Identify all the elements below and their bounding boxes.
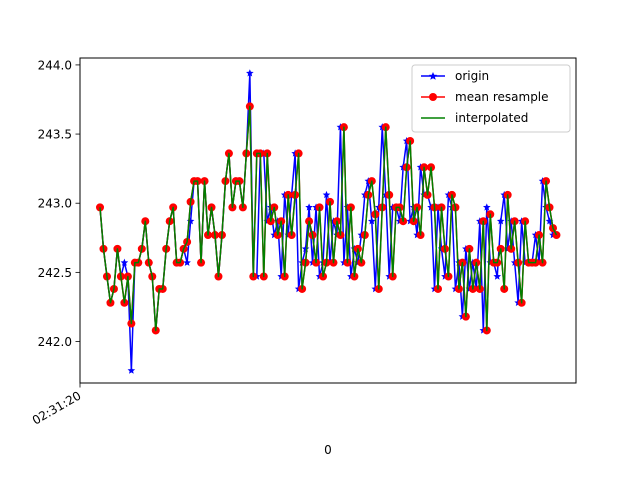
series-line-interpolated	[99, 105, 558, 332]
data-point-origin	[493, 272, 502, 280]
legend-label-interpolated: interpolated	[455, 111, 528, 125]
y-tick-label: 244.0	[38, 58, 72, 72]
data-point-origin	[127, 366, 136, 374]
legend-entry-interpolated: interpolated	[421, 111, 528, 125]
legend-label-origin: origin	[455, 69, 489, 83]
legend: origin mean resample interpolated	[411, 64, 571, 133]
data-point-origin	[246, 69, 254, 77]
data-point-origin	[183, 258, 191, 266]
legend-entry-origin: origin	[421, 69, 489, 83]
legend-marker-mean-resample	[429, 93, 437, 101]
data-point-origin	[496, 217, 505, 225]
legend-entry-mean-resample: mean resample	[421, 90, 549, 104]
series-layer	[96, 69, 561, 374]
data-point-origin	[322, 190, 331, 199]
y-tick-label: 242.5	[38, 266, 72, 280]
legend-label-mean-resample: mean resample	[455, 90, 549, 104]
x-axis-label: 0	[324, 443, 332, 457]
y-tick-label: 243.5	[38, 128, 72, 142]
data-point-origin	[482, 203, 491, 211]
data-point-origin	[368, 217, 376, 225]
legend-frame	[411, 64, 571, 133]
plot-frame	[79, 57, 577, 384]
series-interpolated	[99, 105, 558, 332]
data-point-origin	[305, 203, 313, 211]
y-axis: 242.0 242.5 243.0 243.5 244.0	[38, 58, 80, 349]
data-point-origin	[120, 258, 129, 266]
y-tick-label: 243.0	[38, 197, 72, 211]
legend-marker-origin	[428, 72, 438, 80]
y-tick-label: 242.0	[38, 335, 72, 349]
data-point-origin	[301, 244, 310, 253]
